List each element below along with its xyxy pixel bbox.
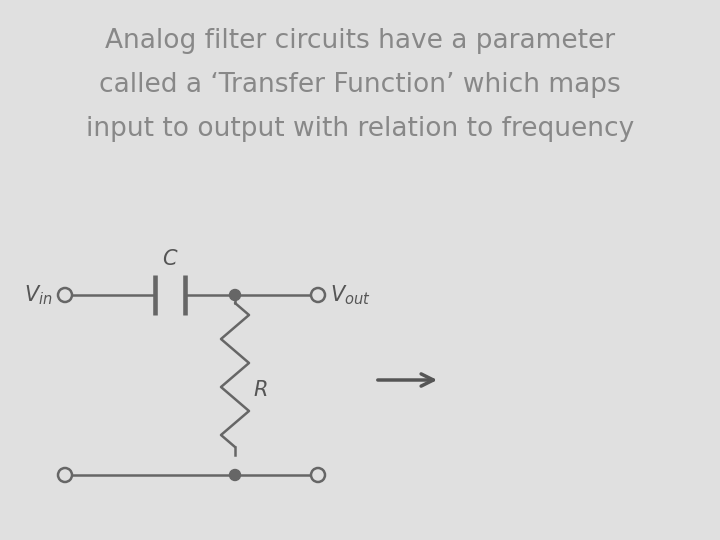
Text: input to output with relation to frequency: input to output with relation to frequen… [86, 116, 634, 142]
Text: $C$: $C$ [162, 249, 179, 269]
Circle shape [58, 468, 72, 482]
Circle shape [311, 288, 325, 302]
Circle shape [58, 288, 72, 302]
Text: $V_{out}$: $V_{out}$ [330, 283, 371, 307]
Text: called a ‘Transfer Function’ which maps: called a ‘Transfer Function’ which maps [99, 72, 621, 98]
Text: Analog filter circuits have a parameter: Analog filter circuits have a parameter [105, 28, 615, 54]
Text: $V_{in}$: $V_{in}$ [24, 283, 53, 307]
Circle shape [230, 469, 240, 481]
Circle shape [311, 468, 325, 482]
Text: $R$: $R$ [253, 380, 268, 400]
Circle shape [230, 289, 240, 300]
